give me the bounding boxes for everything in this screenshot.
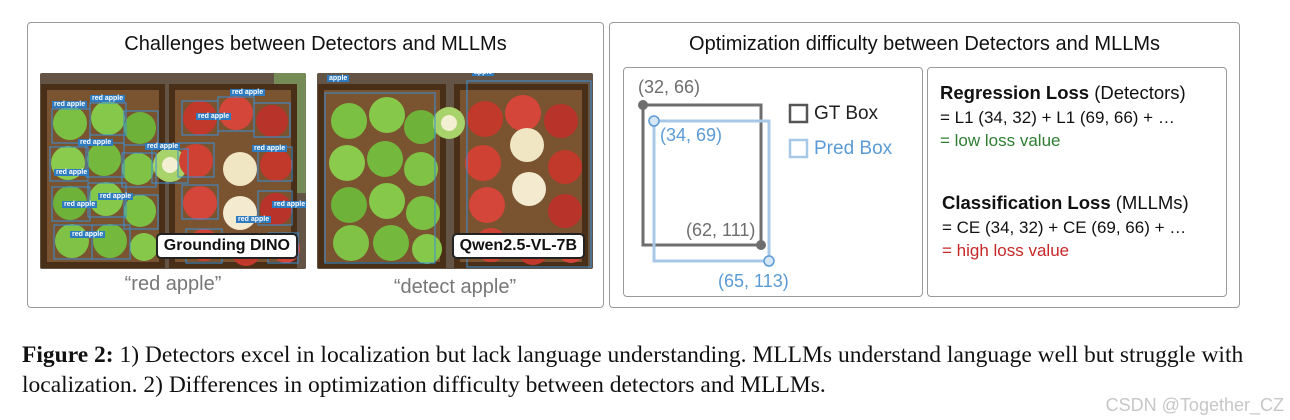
box-label: red apple	[98, 193, 134, 200]
box-label: red apple	[90, 95, 126, 102]
pred-box	[652, 119, 771, 263]
detector-boxes	[49, 96, 299, 264]
classification-loss-result: = high loss value	[942, 241, 1070, 260]
regression-loss-title: Regression Loss	[940, 82, 1090, 103]
box-label: red apple	[252, 145, 288, 152]
detector-prompt: “red apple”	[124, 273, 222, 295]
grounding-dino-badge: Grounding DINO	[155, 233, 298, 259]
gt-box-legend: GT Box	[814, 103, 879, 124]
gt-top-left-coord: (32, 66)	[638, 77, 701, 97]
box-label: red apple	[54, 169, 90, 176]
box-label: red apple	[230, 89, 266, 96]
gt-bottom-right-point	[756, 240, 766, 250]
classification-loss-formula: = CE (34, 32) + CE (69, 66) + …	[942, 218, 1187, 237]
box-label: apple	[472, 73, 495, 76]
qwen-apple-image: apple apple Qwen2.5-VL-7B	[317, 73, 593, 269]
regression-loss-heading: Regression Loss (Detectors)	[940, 82, 1186, 104]
pred-top-left-point	[648, 115, 660, 127]
watermark: CSDN @Together_CZ	[1105, 395, 1284, 415]
classification-loss-title: Classification Loss	[942, 192, 1111, 213]
box-label: red apple	[236, 216, 272, 223]
gt-box	[641, 103, 763, 247]
classification-loss-heading: Classification Loss (MLLMs)	[942, 192, 1189, 214]
caption-text: 1) Detectors excel in localization but l…	[22, 342, 1244, 398]
box-label: red apple	[145, 143, 181, 150]
box-label: red apple	[272, 201, 306, 208]
gt-bottom-right-coord: (62, 111)	[686, 220, 756, 240]
gt-legend-swatch	[788, 103, 809, 124]
regression-loss-result: = low loss value	[940, 131, 1061, 150]
box-overlap-diagram	[638, 100, 809, 267]
loss-comparison-subpanel: Regression Loss (Detectors) = L1 (34, 32…	[927, 67, 1227, 297]
optimization-difficulty-panel: Optimization difficulty between Detector…	[609, 22, 1240, 308]
green-apples	[51, 101, 187, 261]
box-diagram-subpanel: (32, 66) (34, 69) (62, 111) (65, 113) GT…	[623, 67, 923, 297]
regression-loss-formula: = L1 (34, 32) + L1 (69, 66) + …	[940, 108, 1175, 127]
pred-legend-swatch	[788, 138, 809, 159]
pred-top-left-coord: (34, 69)	[660, 125, 723, 145]
mllm-prompt: “detect apple”	[393, 276, 517, 298]
pred-box-legend: Pred Box	[814, 138, 893, 159]
detectors-vs-mllms-panel: Challenges between Detectors and MLLMs	[27, 22, 604, 308]
caption-label: Figure 2:	[22, 342, 114, 368]
box-label: red apple	[62, 201, 98, 208]
box-label: red apple	[52, 101, 88, 108]
left-panel-title: Challenges between Detectors and MLLMs	[124, 33, 507, 55]
regression-loss-suffix: (Detectors)	[1089, 82, 1186, 103]
qwen-badge: Qwen2.5-VL-7B	[451, 233, 585, 259]
apple-crate-illustration-detector	[40, 73, 306, 269]
box-label: red apple	[196, 113, 232, 120]
box-label: red apple	[70, 231, 106, 238]
mllm-boxes	[324, 80, 592, 268]
classification-loss-suffix: (MLLMs)	[1110, 192, 1189, 213]
grounding-dino-apple-image: red apple red apple red apple red apple …	[40, 73, 306, 269]
figure-caption: Figure 2: 1) Detectors excel in localiza…	[22, 340, 1267, 400]
box-label: apple	[327, 75, 350, 82]
right-panel-title: Optimization difficulty between Detector…	[689, 33, 1160, 55]
pred-bottom-right-point	[763, 255, 775, 267]
box-label: red apple	[78, 139, 114, 146]
gt-top-left-point	[638, 100, 648, 110]
pred-bottom-right-coord: (65, 113)	[718, 271, 789, 291]
